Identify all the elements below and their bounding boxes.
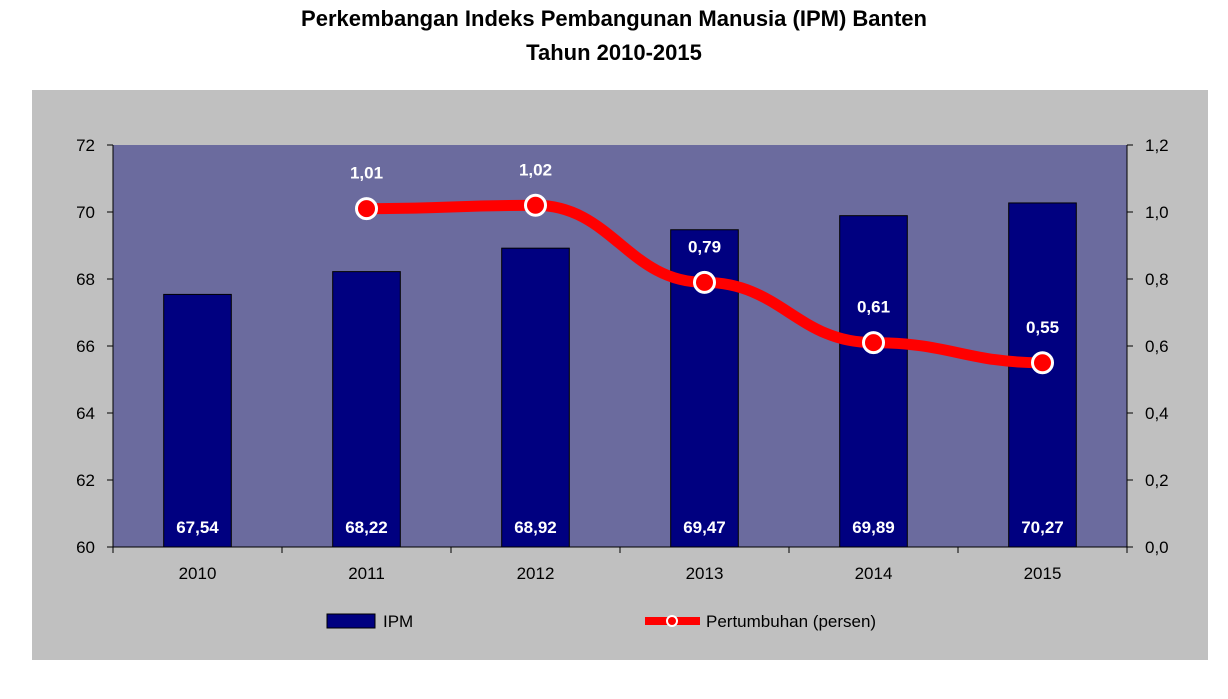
- bar-data-label: 70,27: [1021, 518, 1064, 537]
- y-right-tick-label: 1,0: [1145, 203, 1169, 222]
- y-left-tick-label: 68: [76, 270, 95, 289]
- y-left-tick-label: 60: [76, 538, 95, 557]
- y-right-tick-label: 0,6: [1145, 337, 1169, 356]
- y-left-tick-label: 70: [76, 203, 95, 222]
- bar-ipm: [1008, 202, 1077, 548]
- y-right-tick-label: 0,2: [1145, 471, 1169, 490]
- line-point-pertumbuhan: [524, 193, 547, 217]
- bar-data-label: 69,89: [852, 518, 895, 537]
- bar-ipm: [501, 247, 570, 548]
- bar-data-label: 69,47: [683, 518, 726, 537]
- y-left-tick-label: 72: [76, 136, 95, 155]
- chart-subtitle: Tahun 2010-2015: [526, 40, 702, 65]
- bar-data-label: 67,54: [176, 518, 219, 537]
- y-right-tick-label: 0,8: [1145, 270, 1169, 289]
- y-left-tick-label: 64: [76, 404, 95, 423]
- chart-title: Perkembangan Indeks Pembangunan Manusia …: [301, 6, 927, 31]
- bar-ipm: [839, 215, 908, 548]
- legend-swatch-ipm: [326, 613, 376, 629]
- line-point-pertumbuhan: [862, 331, 885, 355]
- y-right-tick-label: 0,0: [1145, 538, 1169, 557]
- bar-ipm: [332, 271, 401, 548]
- y-right-tick-label: 0,4: [1145, 404, 1169, 423]
- line-point-pertumbuhan: [1031, 351, 1054, 375]
- line-data-label: 0,55: [1026, 318, 1059, 337]
- y-right-tick-label: 1,2: [1145, 136, 1169, 155]
- y-left-tick-label: 66: [76, 337, 95, 356]
- line-data-label: 1,02: [519, 160, 552, 179]
- legend-swatch-marker: [666, 615, 678, 627]
- bar-ipm: [163, 293, 232, 548]
- x-tick-label: 2014: [855, 564, 893, 583]
- x-tick-label: 2015: [1024, 564, 1062, 583]
- line-point-pertumbuhan: [355, 197, 378, 221]
- legend-label-pertumbuhan: Pertumbuhan (persen): [706, 612, 876, 631]
- bar-data-label: 68,92: [514, 518, 557, 537]
- plot-area-background: [113, 145, 1127, 547]
- bar-data-label: 68,22: [345, 518, 388, 537]
- line-point-pertumbuhan: [693, 270, 716, 294]
- x-tick-label: 2011: [348, 564, 385, 583]
- x-tick-label: 2010: [179, 564, 217, 583]
- line-data-label: 0,79: [688, 237, 721, 256]
- line-data-label: 1,01: [350, 164, 383, 183]
- line-data-label: 0,61: [857, 298, 890, 317]
- legend-label-ipm: IPM: [383, 612, 413, 631]
- y-left-tick-label: 62: [76, 471, 95, 490]
- x-tick-label: 2013: [686, 564, 724, 583]
- x-tick-label: 2012: [517, 564, 555, 583]
